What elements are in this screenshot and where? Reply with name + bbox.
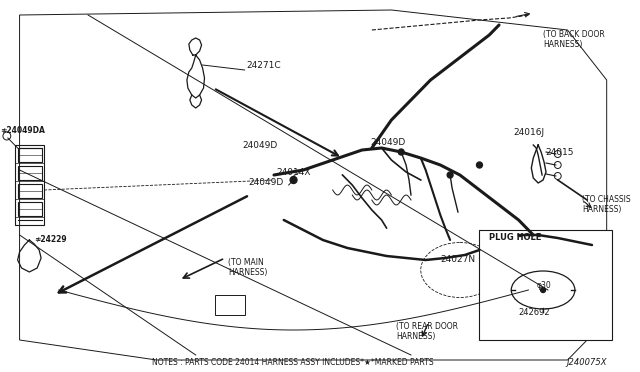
Circle shape xyxy=(447,172,453,178)
Text: (TO MAIN
HARNESS): (TO MAIN HARNESS) xyxy=(228,258,268,278)
Text: NOTES : PARTS CODE 24014 HARNESS ASSY INCLUDES*★*MARKED PARTS: NOTES : PARTS CODE 24014 HARNESS ASSY IN… xyxy=(152,358,433,367)
Text: 242692: 242692 xyxy=(518,308,550,317)
Text: 24016J: 24016J xyxy=(514,128,545,137)
Bar xyxy=(15,145,44,225)
Circle shape xyxy=(477,162,483,168)
Text: 24049D: 24049D xyxy=(243,141,278,150)
Text: (TO REAR DOOR
HARNESS): (TO REAR DOOR HARNESS) xyxy=(396,322,458,341)
Text: 24015: 24015 xyxy=(545,148,573,157)
Text: 24014X: 24014X xyxy=(276,168,310,177)
Bar xyxy=(18,166,42,180)
Bar xyxy=(18,202,42,216)
Text: φ30: φ30 xyxy=(536,281,551,290)
Bar xyxy=(215,295,244,315)
Text: 24049D: 24049D xyxy=(248,178,284,187)
Circle shape xyxy=(541,288,545,292)
Text: (TO BACK DOOR
HARNESS): (TO BACK DOOR HARNESS) xyxy=(543,30,605,49)
Text: 24271C: 24271C xyxy=(246,61,281,70)
Bar xyxy=(18,184,42,198)
Text: ≉24229: ≉24229 xyxy=(35,235,67,244)
Text: PLUG HOLE: PLUG HOLE xyxy=(489,233,541,242)
Text: J240075X: J240075X xyxy=(566,358,607,367)
Text: ≉24049DA: ≉24049DA xyxy=(0,126,45,135)
Text: 24027N: 24027N xyxy=(440,255,476,264)
Bar xyxy=(479,230,612,340)
Bar xyxy=(18,148,42,162)
Circle shape xyxy=(290,176,297,183)
Text: (TO CHASSIS
HARNESS): (TO CHASSIS HARNESS) xyxy=(582,195,631,214)
Text: 24049D: 24049D xyxy=(370,138,405,147)
Circle shape xyxy=(398,149,404,155)
